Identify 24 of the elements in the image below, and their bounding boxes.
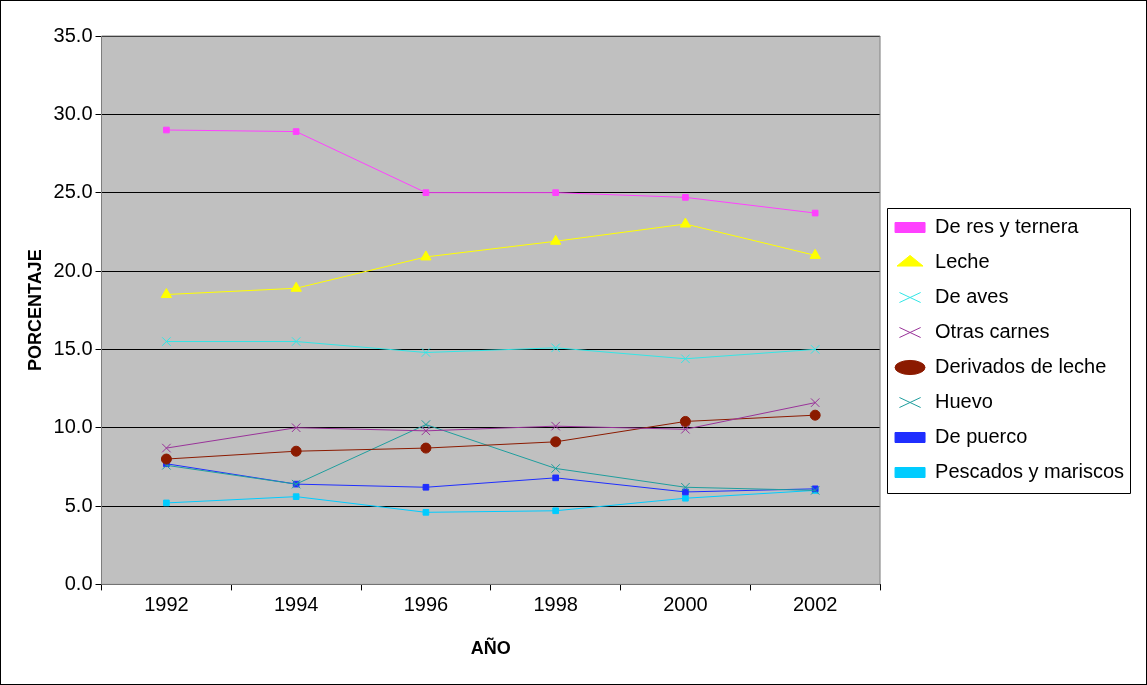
y-tick-label: 15.0 [53, 336, 93, 359]
y-tick-label: 30.0 [53, 101, 93, 124]
x-tick-label: 2000 [663, 592, 708, 615]
legend-label: Pescados y mariscos [935, 460, 1125, 483]
legend-label: De aves [935, 285, 1009, 308]
x-tick-label: 1996 [403, 592, 449, 615]
x-tick-label: 1994 [273, 592, 319, 615]
y-tick-label: 10.0 [53, 415, 93, 438]
legend-label: Derivados de leche [935, 355, 1107, 378]
x-tick-label: 1998 [533, 592, 578, 615]
y-tick-label: 20.0 [53, 258, 93, 281]
legend-label: Leche [935, 250, 990, 273]
x-axis-title: AÑO [470, 637, 511, 659]
legend-label: De res y ternera [935, 215, 1080, 238]
x-tick-label: 2002 [792, 592, 838, 615]
x-tick-label: 1992 [144, 592, 189, 615]
y-tick-label: 0.0 [64, 571, 93, 594]
legend-label: De puerco [935, 425, 1028, 448]
y-tick-label: 5.0 [64, 493, 93, 516]
y-tick-label: 35.0 [53, 23, 93, 46]
y-tick-label: 25.0 [53, 180, 93, 203]
legend-label: Otras carnes [935, 320, 1050, 343]
legend-label: Huevo [935, 390, 993, 413]
y-axis-title: PORCENTAJE [24, 249, 45, 372]
